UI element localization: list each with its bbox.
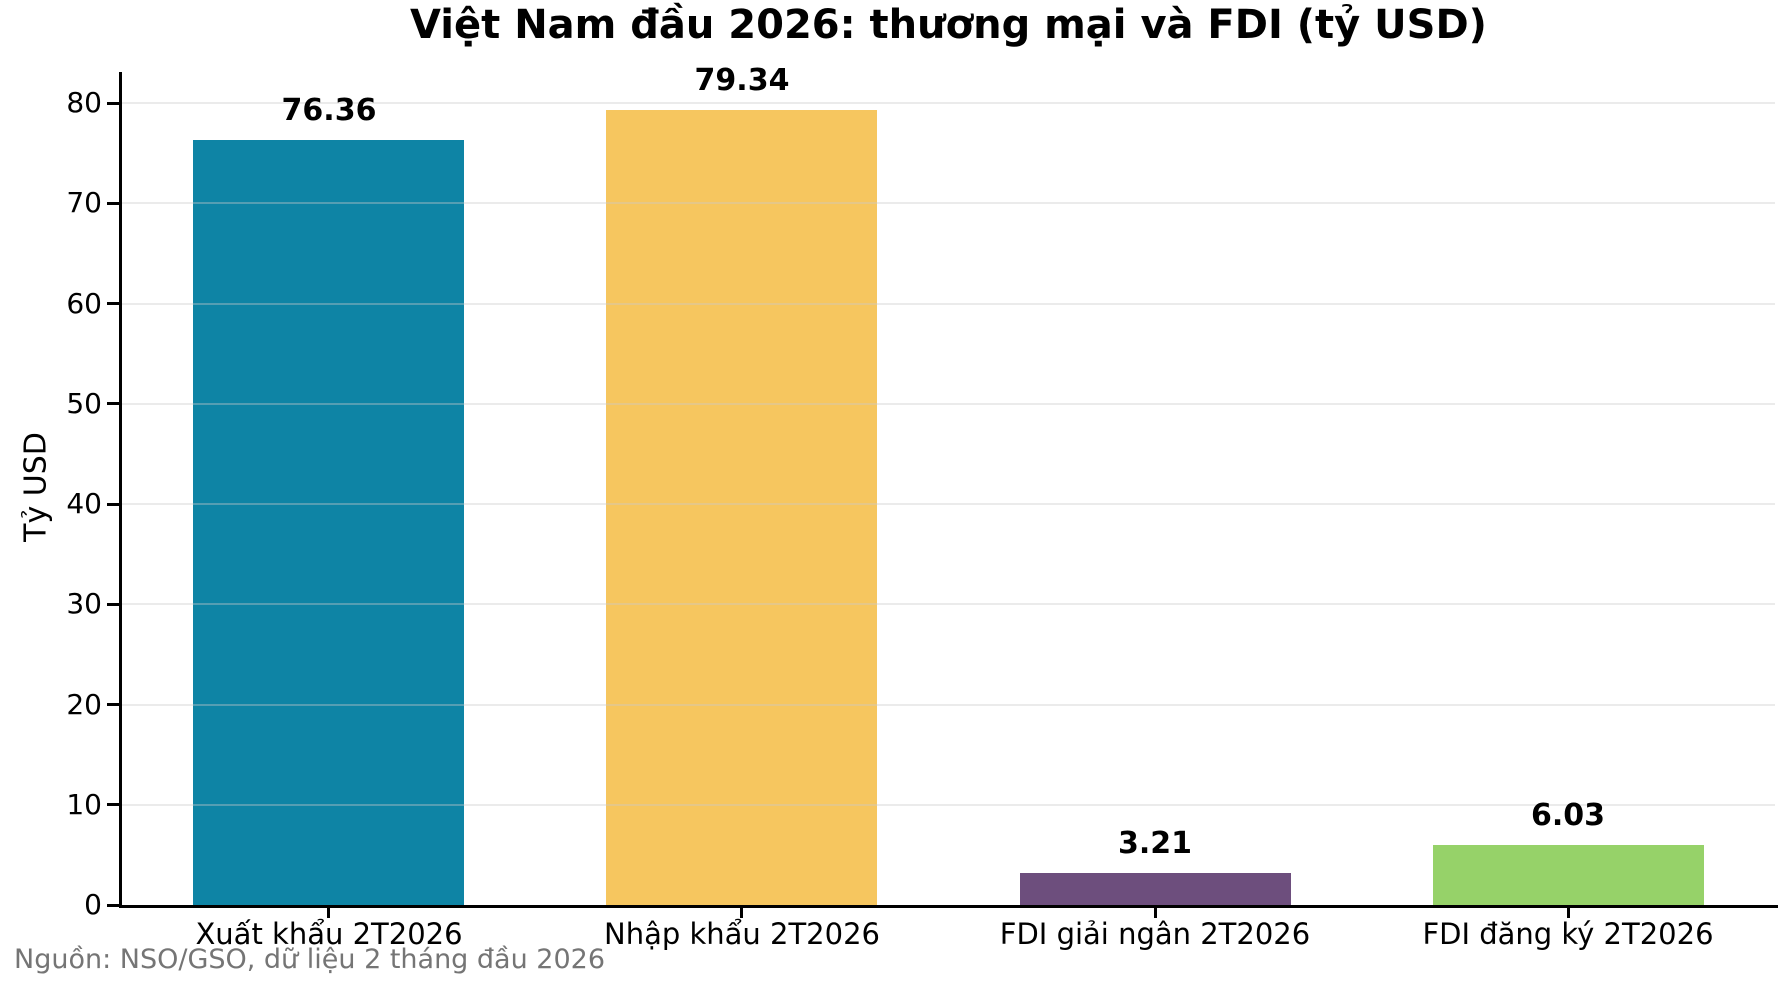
x-axis-tick-label: Xuất khẩu 2T2026 [195, 917, 463, 951]
x-axis-line [119, 905, 1778, 908]
x-axis-tick [1154, 906, 1157, 918]
x-axis-tick [740, 906, 743, 918]
y-axis-tick-label: 30 [66, 587, 102, 620]
y-axis-tick-label: 80 [66, 86, 102, 119]
source-note: Nguồn: NSO/GSO, dữ liệu 2 tháng đầu 2026 [14, 944, 605, 975]
bar-value-label: 3.21 [1117, 826, 1193, 861]
gridline [122, 704, 1775, 706]
plot-area: 76.36 79.34 3.21 6.03 [122, 63, 1775, 905]
y-axis-tick-label: 10 [66, 788, 102, 821]
gridline [122, 102, 1775, 104]
y-axis-tick [107, 703, 119, 706]
bar [606, 110, 877, 905]
x-axis-tick-label: FDI giải ngân 2T2026 [999, 917, 1311, 951]
x-axis-tick [1567, 906, 1570, 918]
x-axis-tick [327, 906, 330, 918]
gridline [122, 603, 1775, 605]
bar [1433, 845, 1704, 905]
y-axis-tick [107, 803, 119, 806]
y-axis-tick-label: 60 [66, 287, 102, 320]
bar-value-label: 79.34 [694, 63, 790, 98]
bar-value-label: 76.36 [281, 93, 377, 128]
y-axis-tick-label: 50 [66, 387, 102, 420]
y-axis-tick-label: 40 [66, 487, 102, 520]
x-axis-tick-label: Nhập khẩu 2T2026 [604, 917, 880, 951]
y-axis-tick-label: 0 [84, 888, 102, 921]
y-axis-tick [107, 302, 119, 305]
gridline [122, 403, 1775, 405]
gridline [122, 303, 1775, 305]
x-axis-tick-label: FDI đăng ký 2T2026 [1422, 917, 1714, 951]
y-axis-tick-label: 20 [66, 688, 102, 721]
y-axis-line [119, 72, 122, 908]
y-axis-tick [107, 603, 119, 606]
y-axis-tick [107, 202, 119, 205]
gridline [122, 202, 1775, 204]
gridline [122, 503, 1775, 505]
y-axis-tick [107, 102, 119, 105]
bar [1020, 873, 1291, 905]
y-axis-tick [107, 503, 119, 506]
y-axis-tick [107, 402, 119, 405]
bar-value-label: 6.03 [1530, 798, 1606, 833]
gridline [122, 804, 1775, 806]
y-axis-tick [107, 904, 119, 907]
chart-title: Việt Nam đầu 2026: thương mại và FDI (tỷ… [410, 2, 1487, 48]
y-axis-tick-label: 70 [66, 186, 102, 219]
bar [193, 140, 464, 905]
